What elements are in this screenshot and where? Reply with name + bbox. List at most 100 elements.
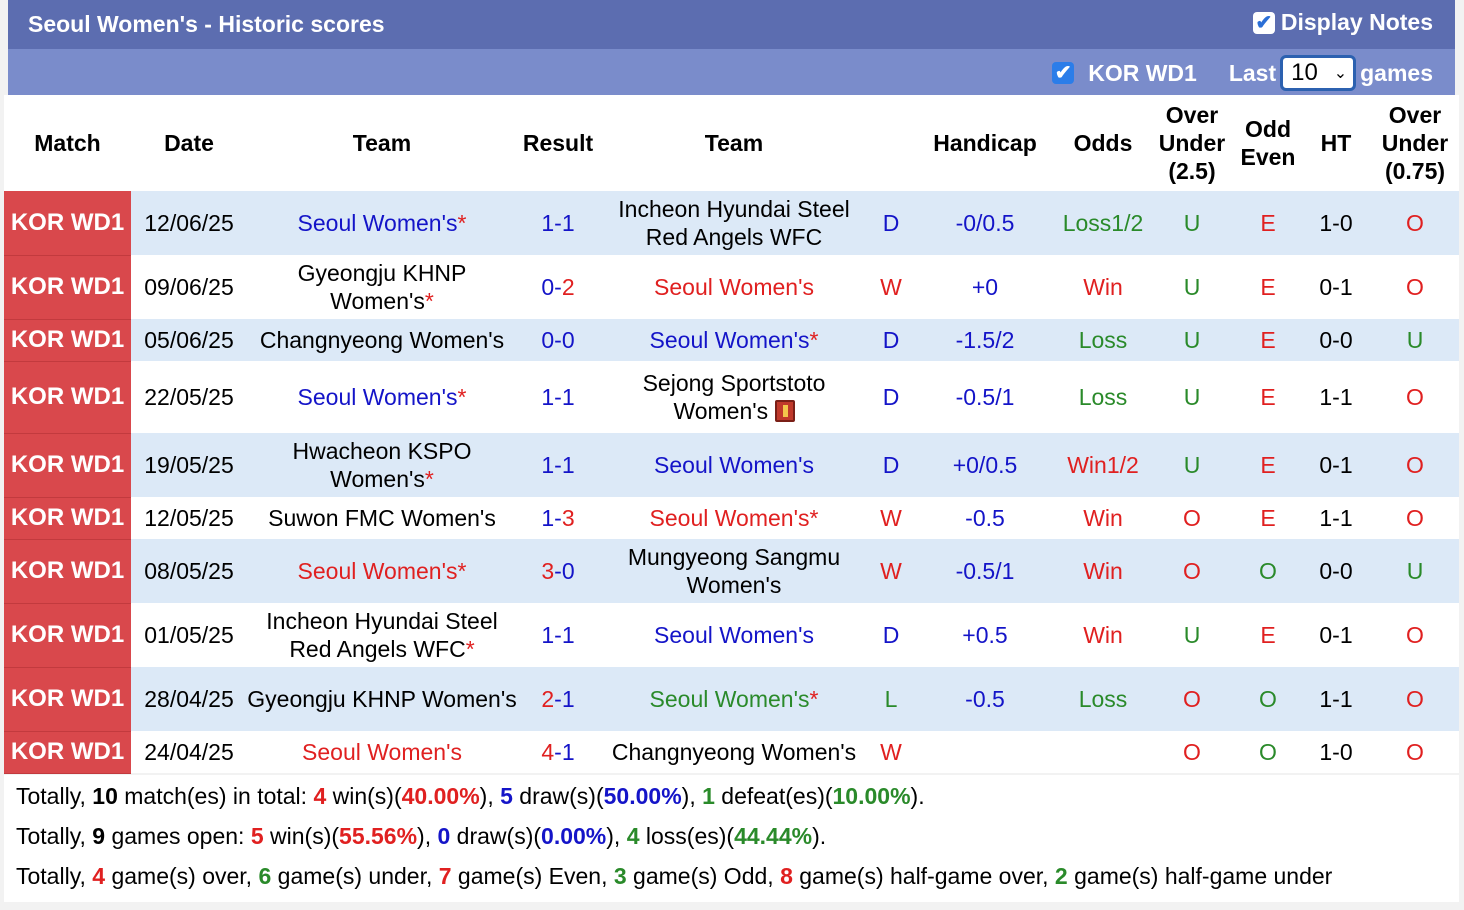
table-row[interactable]: KOR WD1 12/06/25 Seoul Women's* 1-1 Incheon … (4, 191, 1459, 256)
table-row[interactable]: KOR WD1 24/04/25 Seoul Women's 4-1 Changnyeo… (4, 731, 1459, 774)
odds-cell: Loss (1057, 667, 1149, 731)
away-team-cell[interactable]: Changnyeong Women's (599, 731, 869, 773)
result-cell[interactable]: 1-1 (517, 361, 599, 433)
wdl-result: D (882, 452, 900, 478)
col-date: Date (131, 95, 247, 191)
table-row[interactable]: KOR WD1 19/05/25 Hwacheon KSPO Women's* 1-1… (4, 433, 1459, 498)
col-home-team: Team (247, 95, 517, 191)
away-team-cell[interactable]: Seoul Women's* (599, 319, 869, 361)
away-team-cell[interactable]: Sejong Sportstoto Women's (599, 361, 869, 433)
league-label: KOR WD1 (10, 451, 125, 478)
home-team-cell[interactable]: Incheon Hyundai Steel Red Angels WFC* (247, 603, 517, 667)
home-team-cell[interactable]: Seoul Women's* (247, 191, 517, 255)
away-team-cell[interactable]: Seoul Women's (599, 255, 869, 319)
home-team-name[interactable]: Seoul Women's (297, 210, 458, 236)
table-row[interactable]: KOR WD1 12/05/25 Suwon FMC Women's 1-3 Seoul… (4, 497, 1459, 540)
score-separator: - (554, 686, 562, 712)
home-team-name[interactable]: Seoul Women's (302, 739, 462, 765)
home-team-name[interactable]: Seoul Women's (297, 558, 458, 584)
odds-cell: Win (1057, 497, 1149, 539)
home-team-cell[interactable]: Seoul Women's (247, 731, 517, 773)
summary-open-win-pct: 55.56% (339, 823, 418, 849)
home-team-name[interactable]: Incheon Hyundai Steel Red Angels WFC (266, 608, 498, 662)
home-team-name[interactable]: Seoul Women's (297, 384, 458, 410)
games-count-select[interactable]: 10 ⌄ (1280, 55, 1357, 91)
away-team-cell[interactable]: Seoul Women's* (599, 667, 869, 731)
ht-cell: 1-0 (1301, 731, 1371, 773)
table-row[interactable]: KOR WD1 05/06/25 Changnyeong Women's 0-0 Seo… (4, 319, 1459, 362)
odds-cell: Win (1057, 603, 1149, 667)
away-team-name[interactable]: Mungyeong Sangmu Women's (627, 544, 841, 598)
away-team-name[interactable]: Seoul Women's (649, 327, 810, 353)
away-team-cell[interactable]: Seoul Women's (599, 433, 869, 497)
result-cell[interactable]: 3-0 (517, 539, 599, 603)
chevron-down-icon: ⌄ (1333, 65, 1348, 82)
table-row[interactable]: KOR WD1 08/05/25 Seoul Women's* 3-0 Mungyeon… (4, 539, 1459, 604)
league-filter-checkbox[interactable]: ✔ (1052, 62, 1075, 84)
away-team-name[interactable]: Incheon Hyundai Steel Red Angels WFC (618, 196, 850, 250)
away-team-name[interactable]: Sejong Sportstoto Women's (642, 370, 826, 424)
result-cell[interactable]: 0-2 (517, 255, 599, 319)
wdl-result: W (880, 505, 902, 531)
result-cell[interactable]: 1-1 (517, 433, 599, 497)
home-team-name[interactable]: Gyeongju KHNP Women's (297, 260, 467, 314)
league-badge: KOR WD1 (4, 497, 131, 540)
table-row[interactable]: KOR WD1 09/06/25 Gyeongju KHNP Women's* 0-2… (4, 255, 1459, 320)
away-team-name[interactable]: Changnyeong Women's (611, 739, 857, 765)
home-score: 1 (541, 384, 555, 410)
result-cell[interactable]: 1-1 (517, 191, 599, 255)
league-badge: KOR WD1 (4, 667, 131, 732)
home-team-cell[interactable]: Gyeongju KHNP Women's* (247, 255, 517, 319)
home-team-cell[interactable]: Seoul Women's* (247, 361, 517, 433)
home-team-name[interactable]: Gyeongju KHNP Women's (247, 686, 517, 712)
display-notes-checkbox[interactable]: ✔ (1252, 11, 1275, 34)
ht-score: 0-1 (1319, 274, 1353, 300)
table-row[interactable]: KOR WD1 01/05/25 Incheon Hyundai Steel Red… (4, 603, 1459, 668)
handicap-value: +0.5 (962, 622, 1008, 648)
home-team-cell[interactable]: Gyeongju KHNP Women's (247, 667, 517, 731)
summary-odd: 3 (613, 863, 627, 889)
away-team-name[interactable]: Seoul Women's (654, 274, 814, 300)
result-cell[interactable]: 0-0 (517, 319, 599, 361)
match-date: 19/05/25 (131, 433, 247, 497)
table-body: KOR WD1 12/06/25 Seoul Women's* 1-1 Incheon … (4, 191, 1459, 774)
away-team-name[interactable]: Seoul Women's (654, 622, 814, 648)
result-cell[interactable]: 2-1 (517, 667, 599, 731)
ht-cell: 0-0 (1301, 539, 1371, 603)
away-team-name[interactable]: Seoul Women's (654, 452, 814, 478)
display-notes-toggle[interactable]: ✔ Display Notes (1252, 9, 1433, 36)
home-team-cell[interactable]: Hwacheon KSPO Women's* (247, 433, 517, 497)
home-team-cell[interactable]: Changnyeong Women's (247, 319, 517, 361)
home-team-name[interactable]: Hwacheon KSPO Women's (292, 438, 472, 492)
col-ou075-line2: Under (1381, 130, 1449, 156)
table-row[interactable]: KOR WD1 28/04/25 Gyeongju KHNP Women's 2-1 S… (4, 667, 1459, 732)
over-under-value: U (1183, 622, 1201, 648)
home-team-cell[interactable]: Seoul Women's* (247, 539, 517, 603)
home-team-cell[interactable]: Suwon FMC Women's (247, 497, 517, 539)
summary-text: games open: (105, 823, 251, 849)
away-team-cell[interactable]: Seoul Women's* (599, 497, 869, 539)
away-team-cell[interactable]: Incheon Hyundai Steel Red Angels WFC (599, 191, 869, 255)
odd-even-cell: E (1235, 433, 1301, 497)
away-team-cell[interactable]: Mungyeong Sangmu Women's (599, 539, 869, 603)
summary-line-open: Totally, 9 games open: 5 win(s)(55.56%),… (16, 823, 826, 850)
table-row[interactable]: KOR WD1 22/05/25 Seoul Women's* 1-1 Sejong S… (4, 361, 1459, 434)
home-team-name[interactable]: Changnyeong Women's (259, 327, 505, 353)
home-team-name[interactable]: Suwon FMC Women's (268, 505, 496, 531)
handicap-cell: -0.5 (913, 667, 1057, 731)
away-team-cell[interactable]: Seoul Women's (599, 603, 869, 667)
away-team-name[interactable]: Seoul Women's (649, 686, 810, 712)
result-cell[interactable]: 1-1 (517, 603, 599, 667)
wdl-cell: W (869, 497, 913, 539)
away-team-name[interactable]: Seoul Women's (649, 505, 810, 531)
over-under-value: O (1183, 686, 1201, 712)
home-score: 0 (541, 274, 555, 300)
odds-result: Win (1083, 622, 1123, 648)
home-score: 3 (541, 558, 555, 584)
score-separator: - (554, 622, 562, 648)
result-cell[interactable]: 4-1 (517, 731, 599, 773)
result-cell[interactable]: 1-3 (517, 497, 599, 539)
over-under-ht-value: O (1406, 210, 1424, 236)
match-date: 08/05/25 (131, 539, 247, 603)
summary-text: game(s) half-game over, (792, 863, 1055, 889)
